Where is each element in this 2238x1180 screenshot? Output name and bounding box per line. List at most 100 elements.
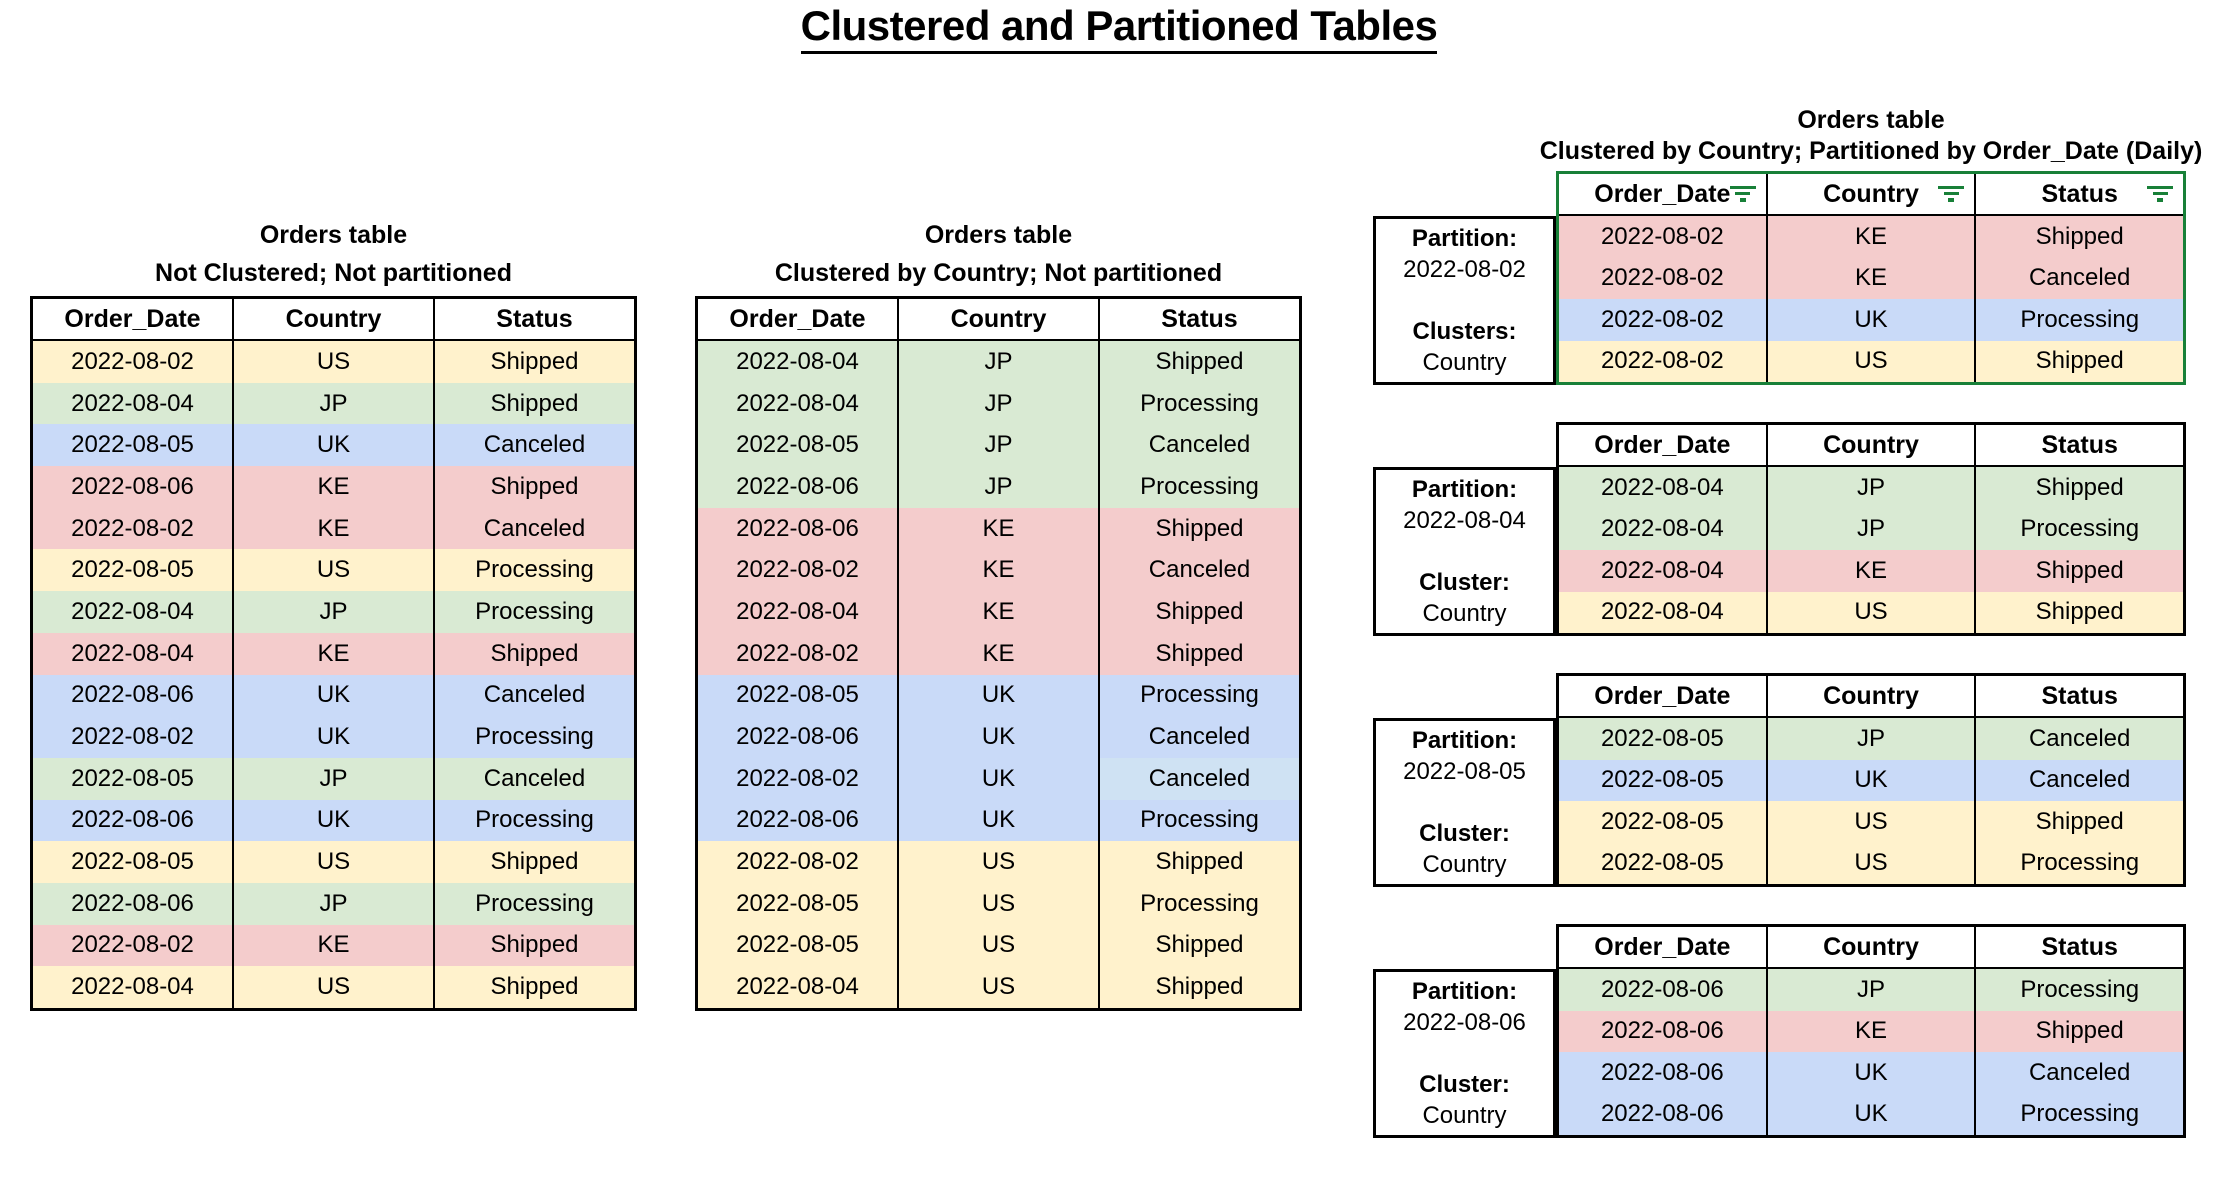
table-cell: KE [1765,1010,1975,1052]
table-cell: 2022-08-04 [1559,508,1766,550]
cluster-label: Cluster: [1419,569,1510,596]
cluster-label: Cluster: [1419,1071,1510,1098]
table-cell: Shipped [433,382,634,425]
table-header-row: Order_Date Country Status [1559,425,2184,467]
table-cell: Shipped [1974,591,2184,633]
table-row: 2022-08-06 KE Shipped [1559,1010,2184,1052]
table-cell: US [232,966,433,1008]
table-cell: Canceled [1974,718,2184,760]
table-row: 2022-08-02 KE Canceled [698,549,1299,592]
table-cell: Shipped [1098,591,1299,633]
table-header-row: Order_Date Country Status [698,299,1299,341]
partition-label-box: Partition: 2022-08-02 Clusters: Country [1373,216,1556,385]
table-row: 2022-08-05 UK Canceled [1559,759,2184,801]
table-cell: US [1765,842,1975,884]
column-header-status: Status [1974,927,2184,967]
table-cell: 2022-08-05 [1559,842,1766,884]
table-cell: US [897,966,1098,1008]
table-cell: 2022-08-02 [698,841,897,883]
table-cell: 2022-08-02 [33,341,232,383]
column-header-country: Country [1765,676,1975,716]
table-row: 2022-08-06 KE Shipped [698,507,1299,550]
label-spacer [1376,1038,1553,1069]
orders-table-unclustered: Order_Date Country Status 2022-08-02 US Sh… [30,296,637,1011]
table-cell: US [897,841,1098,883]
table-cell: UK [1765,759,1975,801]
table-cell: 2022-08-04 [33,591,232,633]
table-row: 2022-08-05 US Processing [698,882,1299,925]
table2-subtitle: Clustered by Country; Not partitioned [774,259,1223,287]
column-header-status: Status [1098,299,1299,339]
table-cell: 2022-08-05 [698,674,897,717]
right-title: Orders table [1797,106,1945,134]
table-row: 2022-08-06 UK Canceled [698,716,1299,758]
table-cell: 2022-08-06 [33,466,232,508]
column-header-label: Order_Date [1594,179,1731,208]
cluster-value: Country [1422,349,1507,376]
filter-icon[interactable] [1729,186,1756,202]
table-cell: Shipped [1974,340,2184,382]
column-header-order-date: Order_Date [1559,676,1766,716]
table-row: 2022-08-04 JP Shipped [1559,467,2184,509]
table-cell: KE [897,591,1098,633]
label-spacer [1376,536,1553,567]
table-cell: 2022-08-04 [698,341,897,383]
table-cell: Canceled [1974,1052,2184,1094]
table-cell: JP [232,757,433,800]
table-row: 2022-08-05 UK Canceled [33,424,634,467]
table-cell: Canceled [1098,757,1299,800]
table-cell: 2022-08-02 [698,632,897,675]
cluster-label: Clusters: [1412,318,1517,345]
table-row: 2022-08-04 KE Shipped [33,632,634,675]
partition-table-2022-08-04: Order_Date Country Status 2022-08-04 JP Sh… [1556,422,2186,636]
table-cell: 2022-08-02 [1559,257,1766,299]
table-row: 2022-08-02 UK Canceled [698,757,1299,800]
filter-icon[interactable] [1938,186,1965,202]
column-header-country: Country [232,299,433,339]
table-cell: JP [897,382,1098,425]
filter-icon[interactable] [2147,186,2174,202]
table-cell: KE [897,549,1098,592]
partition-value: 2022-08-06 [1403,1009,1526,1036]
table-row: 2022-08-02 KE Shipped [1559,216,2184,258]
table-cell: KE [232,924,433,967]
table-header-row: Order_Date Country Status [1559,676,2184,718]
table-cell: Processing [1974,842,2184,884]
table-cell: Canceled [1098,424,1299,467]
table-cell: 2022-08-04 [698,382,897,425]
table-cell: 2022-08-02 [33,507,232,550]
table-row: 2022-08-04 JP Processing [33,591,634,633]
table-cell: 2022-08-06 [698,799,897,842]
table-body: 2022-08-02 KE Shipped 2022-08-02 KE Canceled 2… [1559,216,2184,382]
table-row: 2022-08-05 US Processing [33,549,634,592]
table-cell: 2022-08-05 [698,924,897,967]
partition-value: 2022-08-04 [1403,507,1526,534]
table-row: 2022-08-05 JP Canceled [33,757,634,800]
table-cell: KE [232,466,433,508]
table-cell: Shipped [1974,467,2184,509]
table-cell: Shipped [433,466,634,508]
table-cell: 2022-08-06 [1559,969,1766,1011]
partition-label: Partition: [1411,225,1518,252]
table-cell: Processing [1974,969,2184,1011]
table-row: 2022-08-04 US Shipped [698,966,1299,1008]
table-cell: Shipped [1974,216,2184,258]
table-cell: UK [897,757,1098,800]
table-cell: 2022-08-06 [698,507,897,550]
table-cell: Processing [1098,674,1299,717]
table-cell: Canceled [433,424,634,467]
table-cell: Shipped [1098,841,1299,883]
table-row: 2022-08-02 UK Processing [1559,299,2184,341]
table-cell: Shipped [1098,966,1299,1008]
table-row: 2022-08-05 US Processing [1559,842,2184,884]
table-cell: JP [1765,969,1975,1011]
table-cell: Processing [433,549,634,592]
table-cell: JP [897,341,1098,383]
table-row: 2022-08-05 US Shipped [1559,801,2184,843]
table-row: 2022-08-04 JP Shipped [33,382,634,425]
table-cell: 2022-08-06 [1559,1010,1766,1052]
table-cell: Processing [433,716,634,758]
table-cell: JP [897,466,1098,508]
label-spacer [1376,787,1553,818]
table-cell: 2022-08-06 [1559,1093,1766,1135]
